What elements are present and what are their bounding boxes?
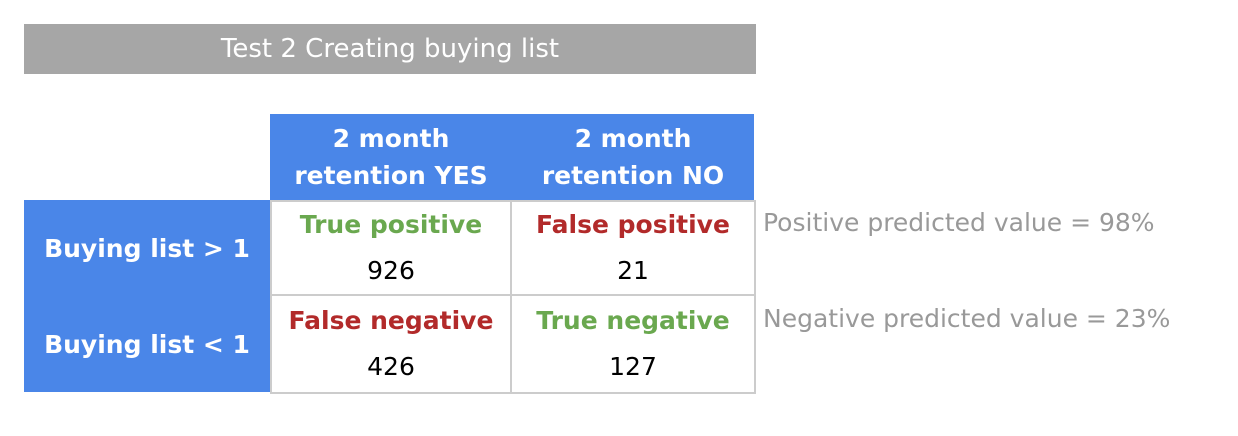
row-header-buying-list-lt-1: Buying list < 1 bbox=[24, 296, 270, 392]
outcome-label: False positive bbox=[536, 210, 730, 239]
row-header-buying-list-gt-1: Buying list > 1 bbox=[24, 200, 270, 296]
row-header-label: Buying list > 1 bbox=[44, 233, 250, 263]
outcome-label: False negative bbox=[288, 306, 494, 335]
column-header-line1: 2 month bbox=[574, 124, 692, 153]
diagram-title: Test 2 Creating buying list bbox=[24, 24, 756, 74]
column-header-line1: 2 month bbox=[332, 124, 450, 153]
negative-predicted-value-note: Negative predicted value = 23% bbox=[763, 304, 1171, 333]
column-header-line2: retention NO bbox=[541, 161, 725, 190]
outcome-count: 127 bbox=[609, 352, 657, 381]
row-header-label: Buying list < 1 bbox=[44, 329, 250, 359]
cell-true-positive: True positive 926 bbox=[270, 200, 512, 296]
column-header-retention-yes: 2 month retention YES bbox=[270, 114, 512, 200]
cell-true-negative: True negative 127 bbox=[512, 296, 756, 394]
outcome-label: True positive bbox=[299, 210, 483, 239]
positive-predicted-value-note: Positive predicted value = 98% bbox=[763, 208, 1155, 237]
outcome-count: 926 bbox=[367, 256, 415, 285]
outcome-count: 426 bbox=[367, 352, 415, 381]
cell-false-negative: False negative 426 bbox=[270, 296, 512, 394]
column-header-line2: retention YES bbox=[294, 161, 488, 190]
cell-false-positive: False positive 21 bbox=[512, 200, 756, 296]
column-header-retention-no: 2 month retention NO bbox=[512, 114, 754, 200]
outcome-label: True negative bbox=[536, 306, 730, 335]
outcome-count: 21 bbox=[617, 256, 649, 285]
